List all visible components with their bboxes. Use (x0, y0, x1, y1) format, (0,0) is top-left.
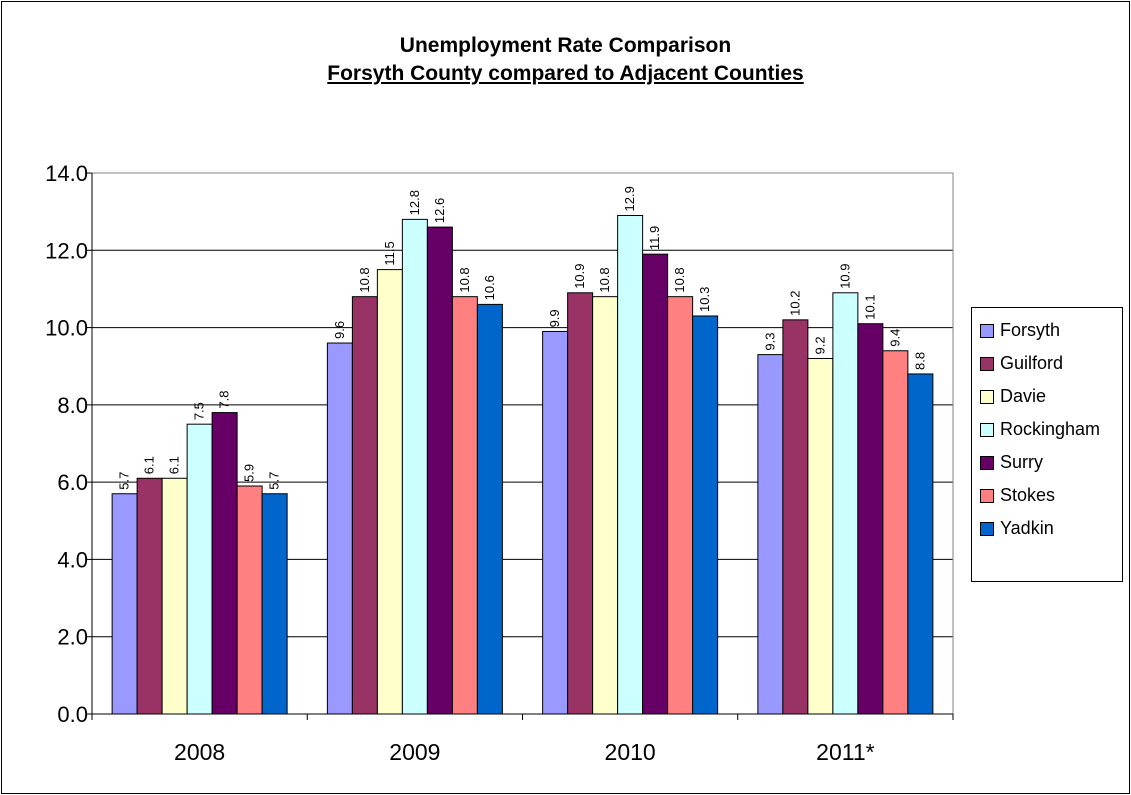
data-label: 5.7 (117, 472, 132, 490)
bar-yadkin-2009 (476, 303, 503, 715)
y-tick-label: 6.0 (57, 470, 88, 495)
bar-stokes-2008 (236, 485, 263, 715)
data-label: 7.5 (192, 402, 207, 420)
legend-label: Guilford (1000, 353, 1064, 373)
bar-guilford-2009 (351, 296, 378, 715)
legend-label: Davie (1000, 386, 1047, 406)
legend-label: Yadkin (1000, 518, 1054, 538)
data-label: 10.8 (357, 267, 372, 292)
data-label: 10.8 (457, 267, 472, 292)
data-label: 10.2 (787, 291, 802, 316)
bar-forsyth-2008 (111, 493, 138, 715)
bar-davie-2011 (807, 357, 834, 715)
chart-title: Unemployment Rate Comparison (399, 34, 732, 57)
bar-surry-2008 (211, 412, 238, 715)
bar-rockingham-2010 (617, 215, 644, 715)
y-tick-label: 0.0 (57, 702, 88, 727)
bar-stokes-2010 (667, 296, 694, 715)
legend-item-stokes: Stokes (972, 479, 1122, 512)
legend-item-davie: Davie (972, 380, 1122, 413)
y-tick-label: 10.0 (45, 316, 88, 341)
bar-forsyth-2011 (757, 354, 784, 715)
data-label: 10.8 (597, 267, 612, 292)
data-label: 10.9 (572, 263, 587, 288)
y-tick-label: 2.0 (57, 625, 88, 650)
x-tick-label: 2011* (816, 739, 874, 765)
legend-swatch (980, 323, 994, 338)
data-label: 7.8 (217, 391, 232, 409)
y-tick-label: 12.0 (45, 238, 88, 263)
data-label: 6.1 (167, 456, 182, 474)
data-label: 9.9 (547, 309, 562, 327)
data-label: 5.9 (242, 464, 257, 482)
data-label: 9.4 (887, 329, 902, 347)
legend-swatch (980, 356, 994, 371)
data-label: 10.9 (837, 263, 852, 288)
bar-stokes-2011 (882, 350, 909, 715)
data-label: 8.8 (912, 352, 927, 370)
legend-swatch (980, 389, 994, 404)
bar-davie-2008 (161, 477, 188, 715)
bar-rockingham-2008 (186, 423, 213, 715)
legend-item-surry: Surry (972, 446, 1122, 479)
bar-forsyth-2010 (542, 330, 569, 715)
data-label: 12.6 (432, 198, 447, 223)
bar-davie-2010 (592, 296, 619, 715)
y-tick-label: 14.0 (45, 161, 88, 186)
bar-yadkin-2011 (907, 373, 934, 715)
bar-yadkin-2008 (261, 493, 288, 715)
bar-stokes-2009 (451, 296, 478, 715)
data-label: 10.6 (482, 275, 497, 300)
legend: Forsyth Guilford Davie Rockingham Surry Stoke… (971, 307, 1123, 582)
chart-subtitle: Forsyth County compared to Adjacent Coun… (327, 62, 804, 85)
legend-swatch (980, 422, 994, 437)
data-label: 11.9 (647, 226, 662, 250)
x-tick-label: 2010 (605, 739, 656, 765)
bar-rockingham-2011 (832, 292, 859, 715)
legend-swatch (980, 455, 994, 470)
y-tick-label: 8.0 (57, 393, 88, 418)
bar-rockingham-2009 (401, 218, 428, 715)
data-label: 11.5 (382, 241, 397, 265)
data-label: 10.8 (672, 267, 687, 292)
data-label: 5.7 (267, 472, 282, 490)
bar-davie-2009 (376, 269, 403, 715)
data-label: 9.6 (332, 321, 347, 339)
legend-item-yadkin: Yadkin (972, 512, 1122, 545)
x-tick-label: 2008 (174, 739, 225, 765)
bar-surry-2010 (642, 253, 669, 715)
bar-guilford-2011 (782, 319, 809, 715)
data-label: 10.3 (697, 287, 712, 312)
legend-swatch (980, 521, 994, 536)
bar-surry-2009 (426, 226, 453, 715)
legend-item-rockingham: Rockingham (972, 413, 1122, 446)
legend-item-guilford: Guilford (972, 347, 1122, 380)
legend-swatch (980, 488, 994, 503)
x-tick-label: 2009 (389, 739, 440, 765)
legend-label: Surry (1000, 452, 1044, 472)
legend-item-forsyth: Forsyth (972, 314, 1122, 347)
bar-forsyth-2009 (326, 342, 353, 715)
legend-label: Stokes (1000, 485, 1056, 505)
data-label: 9.2 (812, 336, 827, 354)
data-label: 12.9 (622, 186, 637, 211)
data-label: 10.1 (862, 294, 877, 319)
bar-surry-2011 (857, 323, 884, 715)
data-label: 12.8 (407, 190, 422, 215)
legend-label: Forsyth (1000, 320, 1061, 340)
data-label: 9.3 (762, 333, 777, 351)
data-label: 6.1 (142, 456, 157, 474)
bar-guilford-2008 (136, 477, 163, 715)
legend-label: Rockingham (1000, 419, 1101, 439)
bar-yadkin-2010 (692, 315, 719, 715)
bar-guilford-2010 (567, 292, 594, 715)
y-tick-label: 4.0 (57, 547, 88, 572)
